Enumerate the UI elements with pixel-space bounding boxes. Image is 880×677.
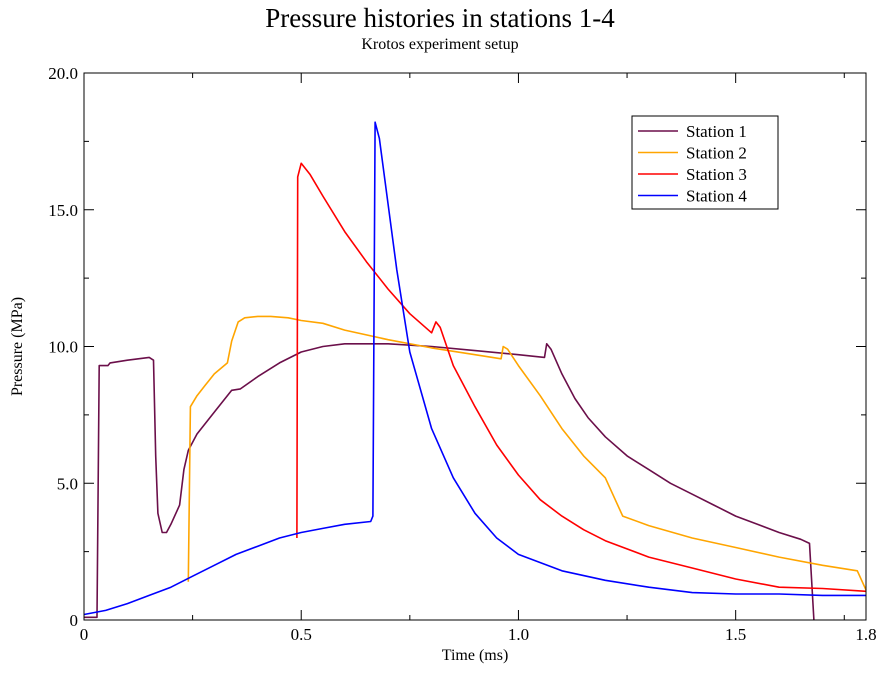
series-line-station-3 [296,162,867,593]
x-tick-label: 0 [80,625,89,644]
legend-label: Station 1 [686,122,747,141]
y-tick-label: 20.0 [48,64,78,83]
y-tick-label: 5.0 [57,474,78,493]
axes-layer: 0 0.5 1.0 1.5 1.8 0 5.0 10.0 15.0 20.0 [48,64,876,644]
legend-label: Station 3 [686,165,747,184]
series-layer [83,121,867,621]
y-axis-label: Pressure (MPa) [9,297,26,396]
y-tick-label: 0 [70,611,79,630]
series-line-station-4 [83,121,866,616]
y-tick-label: 15.0 [48,201,78,220]
series-line-station-1 [84,343,815,621]
x-tick-label: 0.5 [291,625,312,644]
x-tick-label: 1.0 [508,625,529,644]
legend-label: Station 4 [686,187,747,206]
x-tick-label: 1.8 [855,625,876,644]
legend-label: Station 2 [686,144,747,163]
series-line-station-2 [187,315,867,591]
x-tick-label: 1.5 [725,625,746,644]
chart-title: Pressure histories in stations 1-4 [265,3,615,33]
chart-subtitle: Krotos experiment setup [361,36,519,53]
y-tick-label: 10.0 [48,338,78,357]
x-axis-label: Time (ms) [442,647,509,664]
legend: Station 1 Station 2 Station 3 Station 4 [631,115,779,210]
